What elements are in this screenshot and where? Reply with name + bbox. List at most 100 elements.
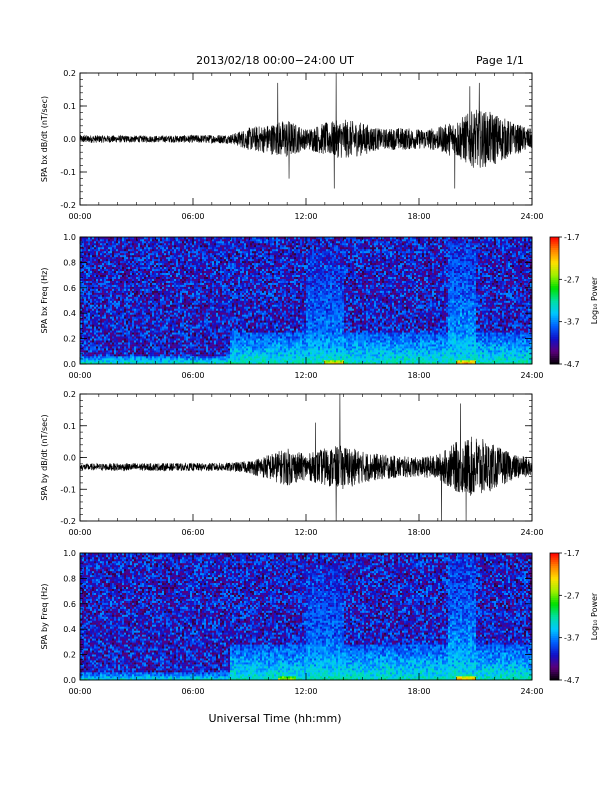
spectrogram-cell <box>228 316 230 318</box>
spectrogram-cell <box>206 334 208 336</box>
spectrogram-cell <box>222 295 224 297</box>
spectrogram-cell <box>150 334 152 336</box>
spectrogram-cell <box>122 255 124 257</box>
spectrogram-cell <box>204 314 206 316</box>
spectrogram-cell <box>126 354 128 356</box>
spectrogram-cell <box>224 301 226 303</box>
spectrogram-cell <box>90 287 92 289</box>
spectrogram-cell <box>216 299 218 301</box>
spectrogram-cell <box>124 281 126 283</box>
spectrogram-cell <box>188 289 190 291</box>
spectrogram-cell <box>110 342 112 344</box>
spectrogram-cell <box>132 269 134 271</box>
spectrogram-cell <box>182 263 184 265</box>
spectrogram-cell <box>150 344 152 346</box>
spectrogram-cell <box>132 310 134 312</box>
spectrogram-cell <box>178 336 180 338</box>
spectrogram-cell <box>230 330 232 332</box>
spectrogram-cell <box>112 318 114 320</box>
spectrogram-cell <box>202 358 204 360</box>
spectrogram-cell <box>192 249 194 251</box>
spectrogram-cell <box>116 328 118 330</box>
spectrogram-cell <box>148 239 150 241</box>
spectrogram-cell <box>94 360 96 362</box>
spectrogram-cell <box>178 360 180 362</box>
spectrogram-cell <box>188 281 190 283</box>
spectrogram-cell <box>104 340 106 342</box>
spectrogram-cell <box>190 348 192 350</box>
spectrogram-cell <box>178 338 180 340</box>
spectrogram-cell <box>198 265 200 267</box>
spectrogram-cell <box>222 344 224 346</box>
spectrogram-cell <box>148 304 150 306</box>
spectrogram-cell <box>136 306 138 308</box>
spectrogram-cell <box>126 249 128 251</box>
spectrogram-cell <box>144 297 146 299</box>
spectrogram-cell <box>102 253 104 255</box>
spectrogram-cell <box>122 332 124 334</box>
spectrogram-cell <box>136 291 138 293</box>
spectrogram-cell <box>186 320 188 322</box>
spectrogram-cell <box>148 257 150 259</box>
spectrogram-cell <box>232 340 234 342</box>
spectrogram-cell <box>190 356 192 358</box>
spectrogram-cell <box>210 350 212 352</box>
spectrogram-cell <box>170 342 172 344</box>
spectrogram-cell <box>188 243 190 245</box>
spectrogram-cell <box>194 358 196 360</box>
spectrogram-cell <box>104 257 106 259</box>
spectrogram-cell <box>208 350 210 352</box>
spectrogram-cell <box>154 344 156 346</box>
spectrogram-cell <box>84 340 86 342</box>
spectrogram-cell <box>142 293 144 295</box>
spectrogram-cell <box>112 279 114 281</box>
spectrogram-cell <box>184 312 186 314</box>
spectrogram-cell <box>202 299 204 301</box>
spectrogram-cell <box>142 320 144 322</box>
spectrogram-cell <box>198 338 200 340</box>
spectrogram-cell <box>224 312 226 314</box>
spectrogram-cell <box>100 320 102 322</box>
spectrogram-cell <box>168 269 170 271</box>
spectrogram-cell <box>212 251 214 253</box>
spectrogram-cell <box>90 249 92 251</box>
spectrogram-cell <box>114 277 116 279</box>
spectrogram-cell <box>198 344 200 346</box>
spectrogram-cell <box>134 354 136 356</box>
spectrogram-cell <box>158 324 160 326</box>
spectrogram-cell <box>218 253 220 255</box>
spectrogram-cell <box>226 273 228 275</box>
spectrogram-cell <box>126 312 128 314</box>
spectrogram-cell <box>142 273 144 275</box>
spectrogram-cell <box>82 334 84 336</box>
spectrogram-cell <box>136 277 138 279</box>
spectrogram-cell <box>216 269 218 271</box>
spectrogram-cell <box>116 322 118 324</box>
spectrogram-cell <box>104 273 106 275</box>
spectrogram-cell <box>166 281 168 283</box>
spectrogram-cell <box>192 255 194 257</box>
spectrogram-cell <box>112 360 114 362</box>
spectrogram-cell <box>162 346 164 348</box>
spectrogram-cell <box>178 322 180 324</box>
spectrogram-cell <box>126 273 128 275</box>
spectrogram-cell <box>166 312 168 314</box>
spectrogram-cell <box>124 304 126 306</box>
y-tick-label: 0.0 <box>63 135 76 144</box>
spectrogram-cell <box>170 314 172 316</box>
spectrogram-cell <box>116 304 118 306</box>
spectrogram-cell <box>142 344 144 346</box>
spectrogram-cell <box>160 297 162 299</box>
spectrogram-cell <box>104 293 106 295</box>
spectrogram-cell <box>100 314 102 316</box>
spectrogram-cell <box>94 283 96 285</box>
spectrogram-cell <box>190 279 192 281</box>
spectrogram-cell <box>110 291 112 293</box>
spectrogram-cell <box>118 265 120 267</box>
spectrogram-cell <box>148 306 150 308</box>
panel-2: -1.7-2.7-3.7-4.7Log₁₀ Power0.00.20.40.60… <box>40 233 599 380</box>
spectrogram-cell <box>114 299 116 301</box>
spectrogram-cell <box>218 255 220 257</box>
spectrogram-cell <box>188 271 190 273</box>
spectrogram-cell <box>186 314 188 316</box>
